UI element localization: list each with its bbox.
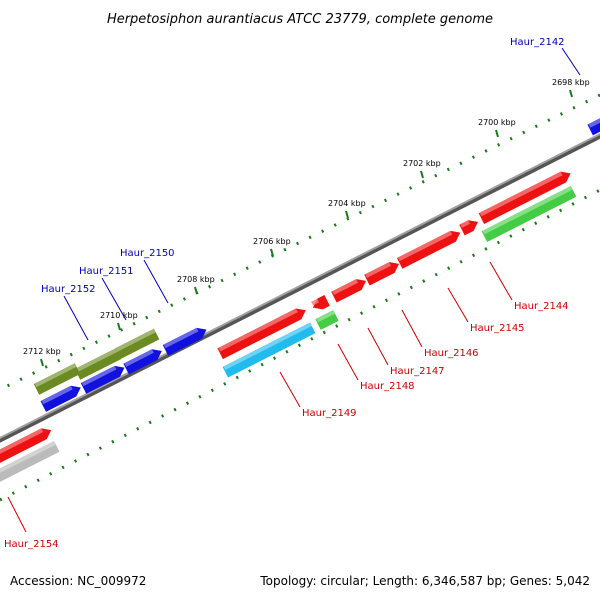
leader-line [489, 261, 513, 301]
gene-label[interactable]: Haur_2144 [514, 301, 569, 312]
tick-labels: 2698 kbp 2700 kbp 2702 kbp 2704 kbp 2706 kbp… [23, 78, 590, 367]
feature-haur-2144[interactable] [481, 186, 577, 242]
tick-mark [569, 89, 573, 98]
gene-labels: Haur_2142 Haur_2144 Haur_2145 Haur_2146 Haur… [4, 37, 569, 550]
map-title: Herpetosiphon aurantiacus ATCC 23779, co… [107, 12, 493, 27]
feature-haur-2143[interactable] [478, 168, 574, 224]
gene-label[interactable]: Haur_2142 [510, 37, 565, 48]
gene-label[interactable]: Haur_2151 [79, 266, 134, 277]
outer-tick-row [0, 93, 600, 392]
leader-line [7, 496, 27, 533]
feature-haur-2148-red[interactable] [310, 295, 330, 313]
leader-line [63, 295, 89, 341]
tick-label: 2704 kbp [328, 199, 366, 208]
backbone-highlight [0, 132, 600, 440]
tick-mark [40, 358, 44, 367]
inner-tick-row [0, 188, 600, 502]
label-leaders [7, 47, 581, 533]
feature-haur-2151-olive-b[interactable] [74, 348, 122, 380]
gene-label[interactable]: Haur_2154 [4, 539, 59, 550]
gene-label[interactable]: Haur_2150 [120, 248, 175, 259]
tick-mark [117, 322, 121, 331]
tick-label: 2700 kbp [478, 118, 516, 127]
gene-label[interactable]: Haur_2147 [390, 366, 445, 377]
leader-line [367, 327, 389, 366]
feature-haur-2151[interactable] [123, 346, 164, 375]
gene-features [0, 115, 600, 487]
feature-haur-2155[interactable] [0, 441, 60, 487]
feature-haur-2152[interactable] [80, 362, 127, 394]
leader-line [279, 371, 301, 408]
tick-mark [495, 129, 499, 138]
feature-haur-2153[interactable] [40, 382, 84, 412]
feature-haur-2149-cyan[interactable] [222, 322, 316, 378]
gene-label[interactable]: Haur_2152 [41, 284, 96, 295]
leader-line [561, 47, 581, 76]
feature-haur-2151-olive[interactable] [114, 328, 160, 360]
feature-haur-2147[interactable] [331, 276, 369, 303]
gene-label[interactable]: Haur_2149 [302, 408, 357, 419]
tick-label: 2706 kbp [253, 237, 291, 246]
leader-line [447, 287, 469, 323]
accession-text: Accession: NC_009972 [10, 574, 147, 588]
tick-marks [0, 93, 600, 502]
feature-haur-2149[interactable] [217, 305, 308, 360]
tick-label: 2702 kbp [403, 159, 441, 168]
tick-label: 2708 kbp [177, 275, 215, 284]
feature-haur-2146[interactable] [364, 259, 402, 286]
tick-label: 2698 kbp [552, 78, 590, 87]
tick-label: 2712 kbp [23, 347, 61, 356]
tick-label: 2710 kbp [100, 311, 138, 320]
feature-small-red[interactable] [459, 217, 480, 236]
feature-haur-2154[interactable] [0, 425, 54, 468]
gene-label[interactable]: Haur_2146 [424, 348, 479, 359]
gene-label[interactable]: Haur_2148 [360, 381, 415, 392]
gene-label[interactable]: Haur_2145 [470, 323, 525, 334]
feature-haur-2142[interactable] [587, 115, 600, 136]
feature-haur-2152-olive[interactable] [33, 363, 81, 395]
tick-mark [420, 170, 424, 179]
tick-mark [345, 210, 349, 219]
tick-mark [194, 286, 198, 295]
backbone-line [0, 133, 600, 443]
backbone [0, 132, 600, 443]
feature-haur-2150[interactable] [162, 324, 209, 356]
feature-haur-2145[interactable] [396, 227, 463, 269]
leader-line [337, 343, 359, 381]
tick-mark [270, 248, 274, 257]
feature-haur-2148[interactable] [315, 310, 339, 330]
genome-summary-text: Topology: circular; Length: 6,346,587 bp… [260, 574, 590, 588]
leader-line [401, 309, 423, 348]
leader-line [143, 259, 169, 304]
leader-line [101, 277, 127, 321]
